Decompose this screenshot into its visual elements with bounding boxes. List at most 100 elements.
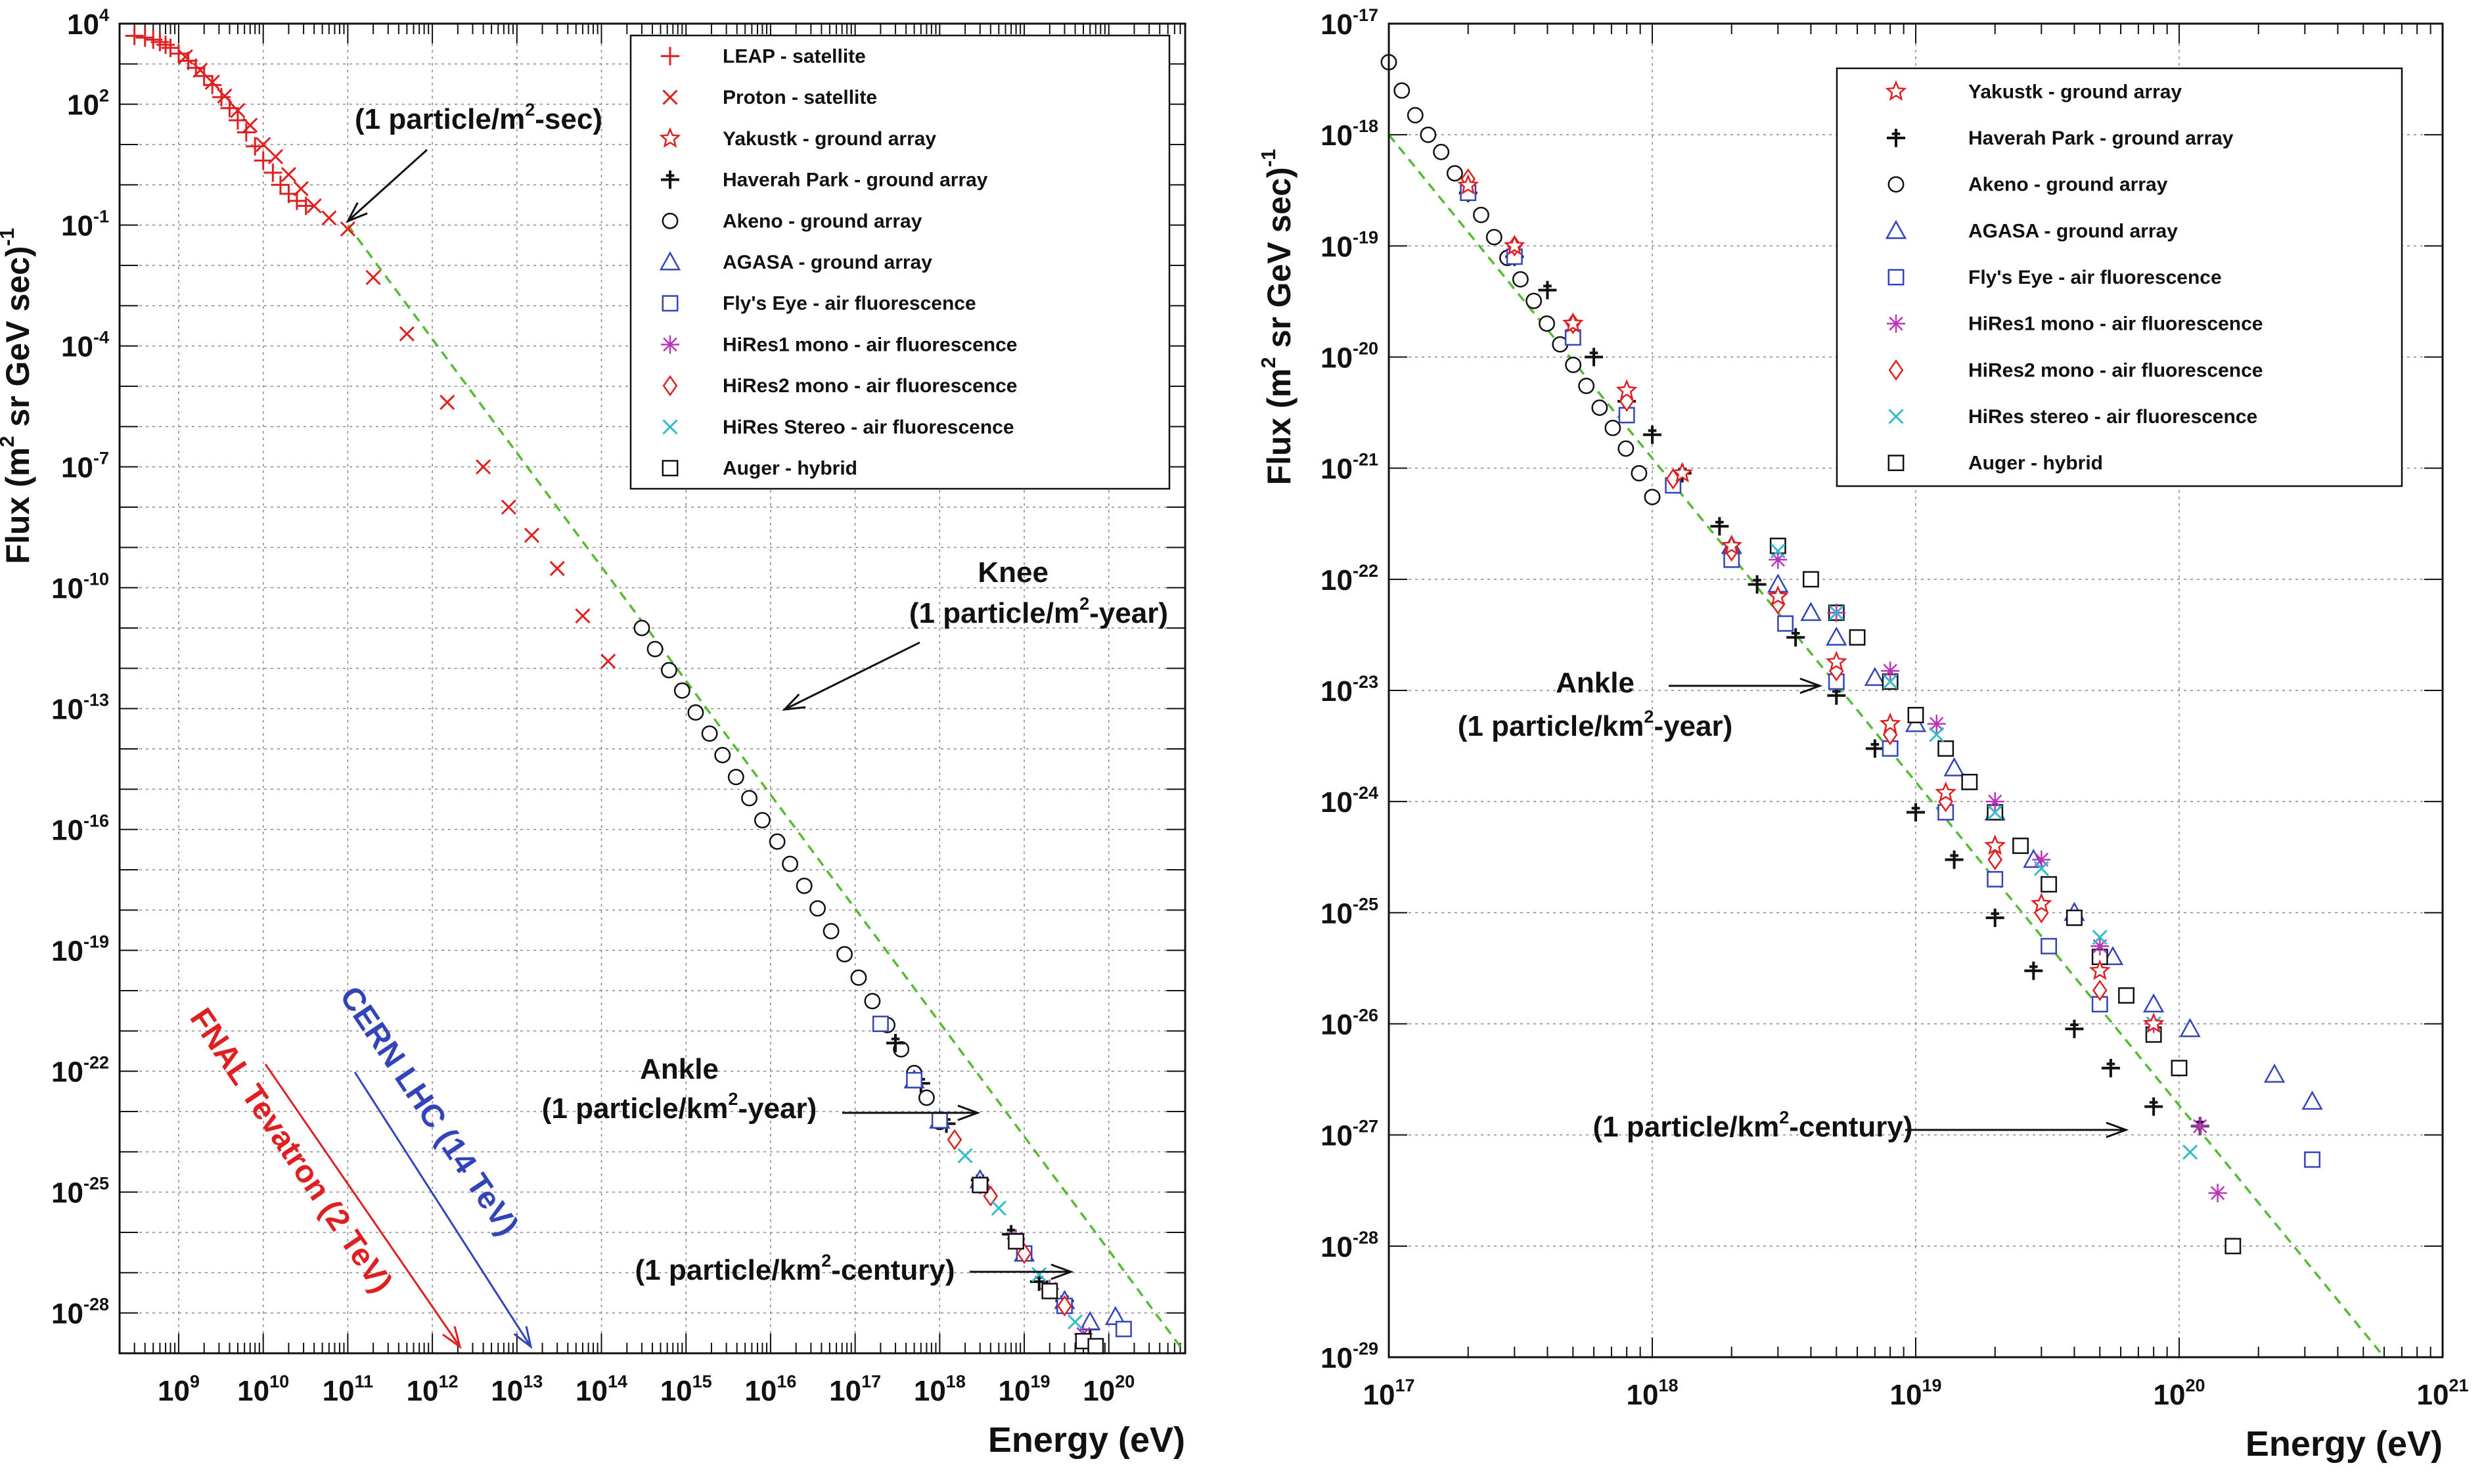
data-point bbox=[2032, 850, 2051, 869]
data-point bbox=[769, 833, 786, 850]
y-tick-label: 104 bbox=[67, 5, 109, 41]
tick-labels: 1017 1018 1019 1020 1021 10-17 10-18 10-19 10-20… bbox=[1321, 5, 2468, 1411]
data-point bbox=[1935, 781, 1957, 802]
series bbox=[957, 1148, 1083, 1330]
data-point bbox=[931, 1112, 948, 1129]
data-point bbox=[1525, 292, 1543, 309]
data-point bbox=[340, 221, 355, 237]
data-point bbox=[1041, 1282, 1058, 1299]
data-point bbox=[1985, 909, 2004, 928]
data-point bbox=[1565, 356, 1582, 373]
y-tick-label: 10-20 bbox=[1321, 339, 1378, 374]
data-point bbox=[701, 725, 718, 742]
series bbox=[177, 49, 616, 669]
annotation-ankle: Ankle bbox=[640, 1053, 719, 1085]
data-point bbox=[1710, 517, 1729, 536]
annotation-1-particle-km2-century: (1 particle/km2-century) bbox=[1593, 1108, 1913, 1143]
arrow-km2-century-head bbox=[1050, 1263, 1074, 1280]
legend-label: AGASA - ground array bbox=[1968, 220, 2178, 242]
series bbox=[1770, 543, 2198, 1160]
x-tick-label: 1018 bbox=[914, 1372, 966, 1407]
legend-label: HiRes1 mono - air fluorescence bbox=[723, 334, 1017, 355]
x-tick-label: 1012 bbox=[407, 1372, 459, 1407]
legend-marker bbox=[1887, 269, 1905, 286]
data-point bbox=[1644, 489, 1661, 506]
data-point bbox=[600, 653, 616, 669]
data-point bbox=[1079, 1311, 1101, 1330]
legend-label: Fly's Eye - air fluorescence bbox=[723, 293, 976, 315]
data-point bbox=[2092, 979, 2108, 1001]
data-point bbox=[2041, 937, 2058, 955]
reference-power-law-line bbox=[346, 224, 1186, 1355]
data-point bbox=[1987, 870, 2004, 888]
data-point bbox=[957, 1148, 973, 1163]
data-point bbox=[1825, 650, 1847, 671]
data-point bbox=[1087, 1338, 1104, 1355]
data-point bbox=[972, 1177, 989, 1194]
legend-marker bbox=[659, 251, 681, 271]
x-tick-label: 1020 bbox=[2154, 1376, 2205, 1411]
series bbox=[1457, 174, 2165, 1033]
data-point bbox=[1907, 707, 1924, 723]
data-point bbox=[1115, 1320, 1132, 1338]
arrow-ankle-head bbox=[1799, 677, 1823, 694]
data-point bbox=[754, 812, 771, 828]
legend-label: Proton - satellite bbox=[723, 87, 877, 108]
data-point bbox=[1615, 379, 1638, 400]
data-point bbox=[1407, 106, 1424, 124]
data-point bbox=[296, 196, 315, 215]
x-tick-label: 1013 bbox=[491, 1372, 543, 1407]
data-point bbox=[906, 1071, 923, 1089]
data-point bbox=[741, 790, 757, 807]
data-point bbox=[549, 560, 565, 576]
y-tick-label: 10-4 bbox=[61, 328, 109, 363]
data-point bbox=[1769, 551, 1788, 570]
legend-marker bbox=[1885, 219, 1907, 239]
legend-marker bbox=[1885, 80, 1907, 101]
data-point bbox=[1828, 605, 1844, 621]
legend-marker bbox=[1888, 359, 1904, 381]
data-point bbox=[2171, 1060, 2188, 1077]
annotation-ankle: Ankle bbox=[1556, 667, 1635, 699]
data-point bbox=[2224, 1238, 2242, 1255]
legend-marker bbox=[662, 419, 678, 435]
data-point bbox=[1849, 629, 1866, 646]
data-point bbox=[918, 1089, 935, 1106]
data-point bbox=[267, 148, 284, 165]
data-point bbox=[1631, 464, 1648, 482]
x-tick-label: 1019 bbox=[999, 1372, 1050, 1407]
legend-marker bbox=[661, 170, 679, 189]
data-point bbox=[1671, 462, 1694, 483]
data-point bbox=[1503, 235, 1525, 256]
data-point bbox=[1987, 849, 2003, 870]
series-group bbox=[1380, 54, 2323, 1255]
data-point bbox=[796, 877, 813, 894]
legend-label: LEAP - satellite bbox=[723, 45, 866, 67]
data-point bbox=[1800, 602, 1822, 621]
data-point bbox=[2089, 959, 2111, 980]
annotation-1-particle-m2-year: (1 particle/m2-year) bbox=[909, 594, 1168, 629]
data-point bbox=[991, 1200, 1006, 1216]
legend-label: Auger - hybrid bbox=[723, 458, 857, 480]
data-point bbox=[2142, 1012, 2165, 1033]
legend-marker bbox=[662, 212, 679, 229]
x-tick-label: 1020 bbox=[1083, 1372, 1135, 1407]
y-tick-label: 10-16 bbox=[51, 811, 109, 847]
legend-marker bbox=[1888, 409, 1904, 424]
data-point bbox=[1879, 712, 1901, 733]
data-point bbox=[1826, 626, 1847, 646]
legend-marker bbox=[661, 47, 679, 66]
y-tick-label: 10-19 bbox=[1321, 227, 1378, 263]
y-tick-label: 10-21 bbox=[1321, 450, 1378, 485]
legend-marker bbox=[662, 375, 678, 397]
legend-label: Fly's Eye - air fluorescence bbox=[1968, 267, 2222, 288]
data-point bbox=[1937, 740, 1954, 757]
data-point bbox=[2143, 993, 2165, 1013]
annotation-1-particle-km2-year: (1 particle/km2-year) bbox=[542, 1089, 817, 1125]
arrow-ankle-head bbox=[957, 1104, 981, 1121]
legend-marker bbox=[1887, 176, 1905, 193]
legend-marker bbox=[659, 127, 681, 148]
legend-label: HiRes1 mono - air fluorescence bbox=[1968, 313, 2263, 335]
legend-marker bbox=[1887, 129, 1905, 147]
